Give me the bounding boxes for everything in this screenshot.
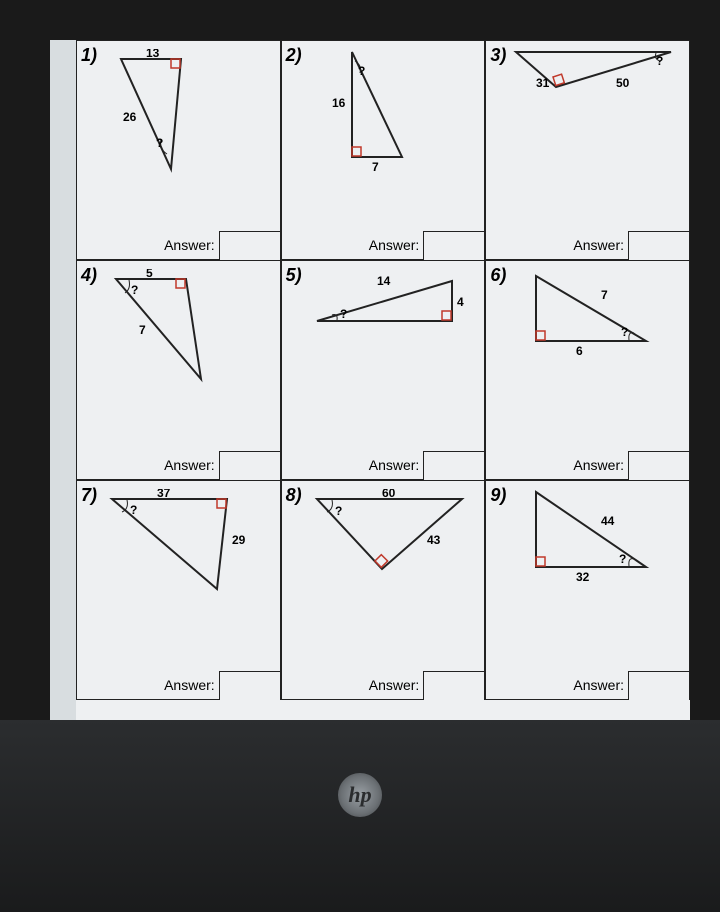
- answer-field[interactable]: [219, 231, 280, 260]
- answer-field[interactable]: [628, 451, 689, 480]
- problem-cell-8: 8) 60 ? 43 Answer:: [281, 480, 486, 700]
- answer-field[interactable]: [219, 671, 280, 700]
- answer-label: Answer:: [369, 677, 424, 693]
- svg-text:5: 5: [146, 269, 153, 280]
- svg-text:32: 32: [576, 570, 590, 584]
- answer-row: Answer:: [369, 231, 485, 259]
- answer-row: Answer:: [369, 671, 485, 699]
- answer-field[interactable]: [423, 451, 484, 480]
- svg-text:37: 37: [157, 489, 171, 500]
- triangle-5: 14 4 ?: [302, 271, 482, 371]
- svg-text:?: ?: [335, 504, 342, 518]
- problem-number: 4): [81, 265, 97, 286]
- svg-text:60: 60: [382, 489, 396, 500]
- svg-text:?: ?: [340, 307, 347, 321]
- answer-label: Answer:: [573, 457, 628, 473]
- svg-text:4: 4: [457, 295, 464, 309]
- problem-cell-5: 5) 14 4 ? Answer:: [281, 260, 486, 480]
- triangle-3: ? 31 50: [506, 47, 686, 147]
- answer-field[interactable]: [219, 451, 280, 480]
- svg-text:6: 6: [576, 344, 583, 358]
- svg-text:50: 50: [616, 76, 630, 90]
- answer-label: Answer:: [164, 457, 219, 473]
- svg-text:29: 29: [232, 533, 246, 547]
- svg-text:43: 43: [427, 533, 441, 547]
- answer-row: Answer:: [164, 451, 280, 479]
- problem-number: 3): [490, 45, 506, 66]
- svg-text:13: 13: [146, 49, 160, 60]
- svg-text:?: ?: [156, 136, 163, 150]
- problem-number: 7): [81, 485, 97, 506]
- answer-row: Answer:: [573, 231, 689, 259]
- problem-number: 9): [490, 485, 506, 506]
- worksheet-paper: 1) 13 26 ? Answer: 2): [76, 40, 690, 720]
- answer-label: Answer:: [164, 677, 219, 693]
- problem-cell-4: 4) 5 ? 7 Answer:: [76, 260, 281, 480]
- triangle-6: 7 ? 6: [516, 271, 676, 381]
- triangle-2: ? 16 7: [322, 47, 462, 187]
- svg-text:31: 31: [536, 76, 550, 90]
- svg-text:16: 16: [332, 96, 346, 110]
- svg-text:?: ?: [619, 552, 626, 566]
- svg-text:14: 14: [377, 274, 391, 288]
- svg-text:?: ?: [621, 325, 628, 339]
- answer-row: Answer:: [573, 671, 689, 699]
- problem-cell-9: 9) 44 ? 32 Answer:: [485, 480, 690, 700]
- problem-number: 1): [81, 45, 97, 66]
- answer-row: Answer:: [164, 671, 280, 699]
- svg-text:?: ?: [358, 64, 365, 78]
- answer-row: Answer:: [573, 451, 689, 479]
- answer-label: Answer:: [573, 677, 628, 693]
- answer-label: Answer:: [573, 237, 628, 253]
- answer-label: Answer:: [164, 237, 219, 253]
- answer-field[interactable]: [423, 231, 484, 260]
- answer-label: Answer:: [369, 457, 424, 473]
- problem-number: 5): [286, 265, 302, 286]
- problem-cell-3: 3) ? 31 50 Answer:: [485, 40, 690, 260]
- answer-row: Answer:: [369, 451, 485, 479]
- triangle-7: 37 ? 29: [97, 489, 267, 619]
- answer-label: Answer:: [369, 237, 424, 253]
- answer-field[interactable]: [423, 671, 484, 700]
- triangle-4: 5 ? 7: [101, 269, 241, 399]
- problem-cell-6: 6) 7 ? 6 Answer:: [485, 260, 690, 480]
- svg-text:7: 7: [139, 323, 146, 337]
- problem-grid: 1) 13 26 ? Answer: 2): [76, 40, 690, 700]
- problem-number: 8): [286, 485, 302, 506]
- triangle-8: 60 ? 43: [302, 489, 482, 609]
- problem-cell-7: 7) 37 ? 29 Answer:: [76, 480, 281, 700]
- svg-text:?: ?: [131, 283, 138, 297]
- answer-field[interactable]: [628, 231, 689, 260]
- svg-text:7: 7: [372, 160, 379, 174]
- answer-field[interactable]: [628, 671, 689, 700]
- triangle-9: 44 ? 32: [516, 487, 676, 607]
- svg-text:44: 44: [601, 514, 615, 528]
- problem-number: 6): [490, 265, 506, 286]
- triangle-1: 13 26 ?: [101, 49, 241, 189]
- svg-text:26: 26: [123, 110, 137, 124]
- problem-cell-1: 1) 13 26 ? Answer:: [76, 40, 281, 260]
- problem-number: 2): [286, 45, 302, 66]
- svg-text:7: 7: [601, 288, 608, 302]
- hp-logo: hp: [338, 773, 382, 817]
- problem-cell-2: 2) ? 16 7 Answer:: [281, 40, 486, 260]
- answer-row: Answer:: [164, 231, 280, 259]
- laptop-screen: 1) 13 26 ? Answer: 2): [50, 40, 690, 720]
- svg-text:?: ?: [656, 54, 663, 68]
- svg-text:?: ?: [130, 503, 137, 517]
